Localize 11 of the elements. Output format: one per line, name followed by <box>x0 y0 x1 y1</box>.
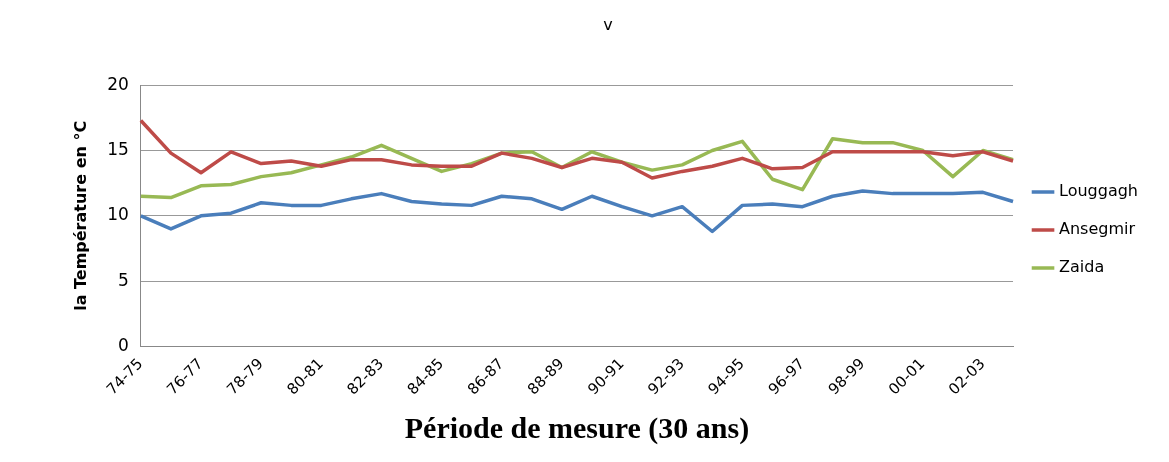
chart-title: v <box>603 14 613 34</box>
x-axis-title: Période de mesure (30 ans) <box>404 410 750 445</box>
legend-label: Louggagh <box>1059 181 1139 201</box>
y-tick-label: 20 <box>107 73 129 94</box>
y-tick-label: 0 <box>118 334 129 355</box>
y-axis-title: la Température en °C <box>70 120 90 311</box>
y-tick-label: 15 <box>107 138 129 159</box>
y-tick-label: 5 <box>118 269 129 290</box>
legend-label: Ansegmir <box>1059 219 1136 239</box>
y-tick-label: 10 <box>107 204 129 225</box>
legend-label: Zaida <box>1059 257 1105 277</box>
